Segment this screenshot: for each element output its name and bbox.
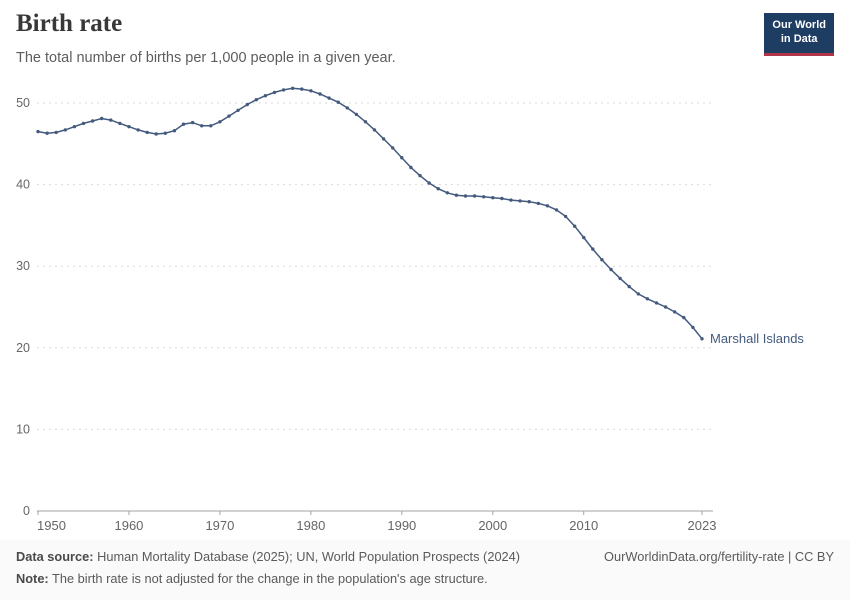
svg-text:1980: 1980 [296, 518, 325, 533]
data-source-text: Human Mortality Database (2025); UN, Wor… [93, 549, 521, 564]
note-line: Note: The birth rate is not adjusted for… [16, 571, 834, 586]
svg-text:30: 30 [16, 259, 30, 273]
svg-text:40: 40 [16, 178, 30, 192]
svg-text:2010: 2010 [569, 518, 598, 533]
data-source-line: Data source: Human Mortality Database (2… [16, 549, 520, 564]
chart-footer: Data source: Human Mortality Database (2… [0, 540, 850, 600]
license-link[interactable]: OurWorldinData.org/fertility-rate | CC B… [604, 549, 834, 564]
entity-label[interactable]: Marshall Islands [710, 331, 804, 346]
svg-text:2000: 2000 [478, 518, 507, 533]
svg-text:0: 0 [23, 504, 30, 518]
chart-svg[interactable]: 0 10 20 30 40 50 1950 1960 1970 1980 1990 2000 2010 2… [0, 0, 850, 540]
footer-row: Data source: Human Mortality Database (2… [16, 549, 834, 564]
owid-logo-line1: Our World [772, 19, 826, 31]
owid-logo[interactable]: Our World in Data [764, 13, 834, 56]
data-source-label: Data source: [16, 549, 94, 564]
x-axis-labels: 1950 1960 1970 1980 1990 2000 2010 2023 [37, 511, 716, 533]
series-points[interactable] [36, 86, 704, 341]
svg-text:1970: 1970 [205, 518, 234, 533]
svg-text:20: 20 [16, 341, 30, 355]
y-axis-labels: 0 10 20 30 40 50 [16, 96, 30, 518]
chart-subtitle: The total number of births per 1,000 peo… [16, 50, 396, 66]
y-gridlines [37, 102, 713, 512]
svg-text:50: 50 [16, 96, 30, 110]
owid-logo-line2: in Data [780, 33, 818, 46]
svg-text:1990: 1990 [387, 518, 416, 533]
svg-text:1950: 1950 [37, 518, 66, 533]
series-line[interactable] [37, 87, 703, 340]
note-text: The birth rate is not adjusted for the c… [48, 571, 488, 586]
svg-text:1960: 1960 [114, 518, 143, 533]
note-label: Note: [16, 571, 49, 586]
page-title: Birth rate [16, 10, 123, 37]
svg-text:2023: 2023 [688, 518, 717, 533]
svg-text:10: 10 [16, 422, 30, 436]
